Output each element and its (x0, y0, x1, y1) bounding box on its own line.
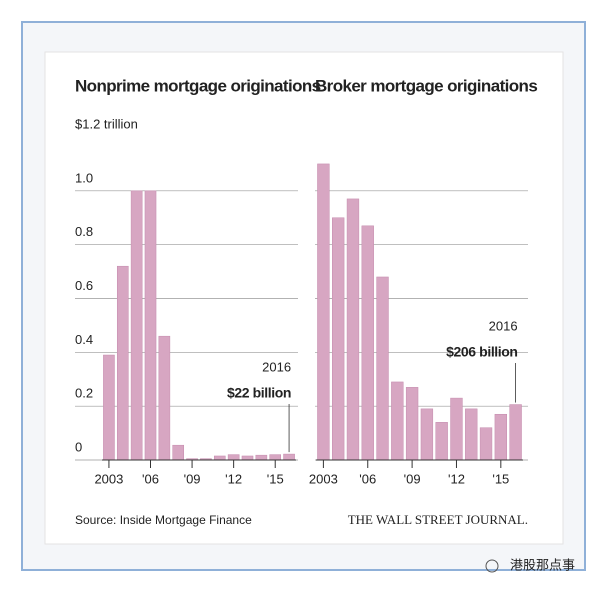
bar (144, 190, 157, 461)
bar (103, 354, 115, 461)
x-tick-label: '15 (267, 471, 284, 486)
bar (213, 455, 226, 461)
y-tick-label: 1.0 (75, 170, 93, 185)
bar (376, 276, 389, 461)
bar (255, 454, 268, 461)
bar (435, 422, 448, 461)
bar (509, 404, 522, 461)
bar (494, 413, 507, 461)
bar (172, 444, 185, 461)
bar (227, 454, 240, 461)
annotation: $206 billion (446, 344, 517, 360)
x-tick-label: 2003 (309, 471, 338, 486)
y-tick-label: 0.4 (75, 332, 93, 347)
bar (465, 408, 478, 461)
x-tick-label: '12 (448, 471, 465, 486)
y-tick-label: 0.6 (75, 278, 93, 293)
bar (332, 217, 345, 461)
bar (405, 387, 419, 461)
bar (241, 455, 254, 461)
chart-title: Broker mortgage originations (315, 76, 537, 95)
x-tick-label: '15 (492, 471, 509, 486)
x-tick-label: '06 (142, 471, 159, 486)
bar (116, 265, 129, 461)
bar (346, 198, 360, 461)
annotation: 2016 (489, 318, 518, 333)
x-tick-label: '09 (404, 471, 421, 486)
footer-icon (485, 559, 499, 573)
annotation: $22 billion (227, 385, 291, 401)
bar (158, 335, 171, 461)
bar (391, 381, 404, 461)
bar (450, 397, 463, 461)
bar (130, 190, 143, 461)
source: Source: Inside Mortgage Finance (75, 513, 252, 527)
x-tick-label: '12 (225, 471, 242, 486)
x-tick-label: '09 (184, 471, 201, 486)
y-tick-label: 0.8 (75, 224, 93, 239)
x-tick-label: '06 (359, 471, 376, 486)
annotation: 2016 (262, 359, 291, 374)
y-tick-label: 0.2 (75, 386, 93, 401)
bar (361, 225, 374, 461)
publisher: THE WALL STREET JOURNAL. (348, 512, 528, 527)
bar (420, 408, 434, 461)
y-tick-label: 0 (75, 439, 82, 454)
y-tick-label: $1.2 trillion (75, 116, 138, 131)
chart-title: Nonprime mortgage originations (75, 76, 321, 95)
bar (269, 454, 282, 461)
footer: 港股那点事 (510, 557, 575, 572)
x-tick-label: 2003 (94, 471, 123, 486)
bar (283, 453, 295, 461)
bar (317, 163, 330, 461)
bar (479, 427, 493, 461)
